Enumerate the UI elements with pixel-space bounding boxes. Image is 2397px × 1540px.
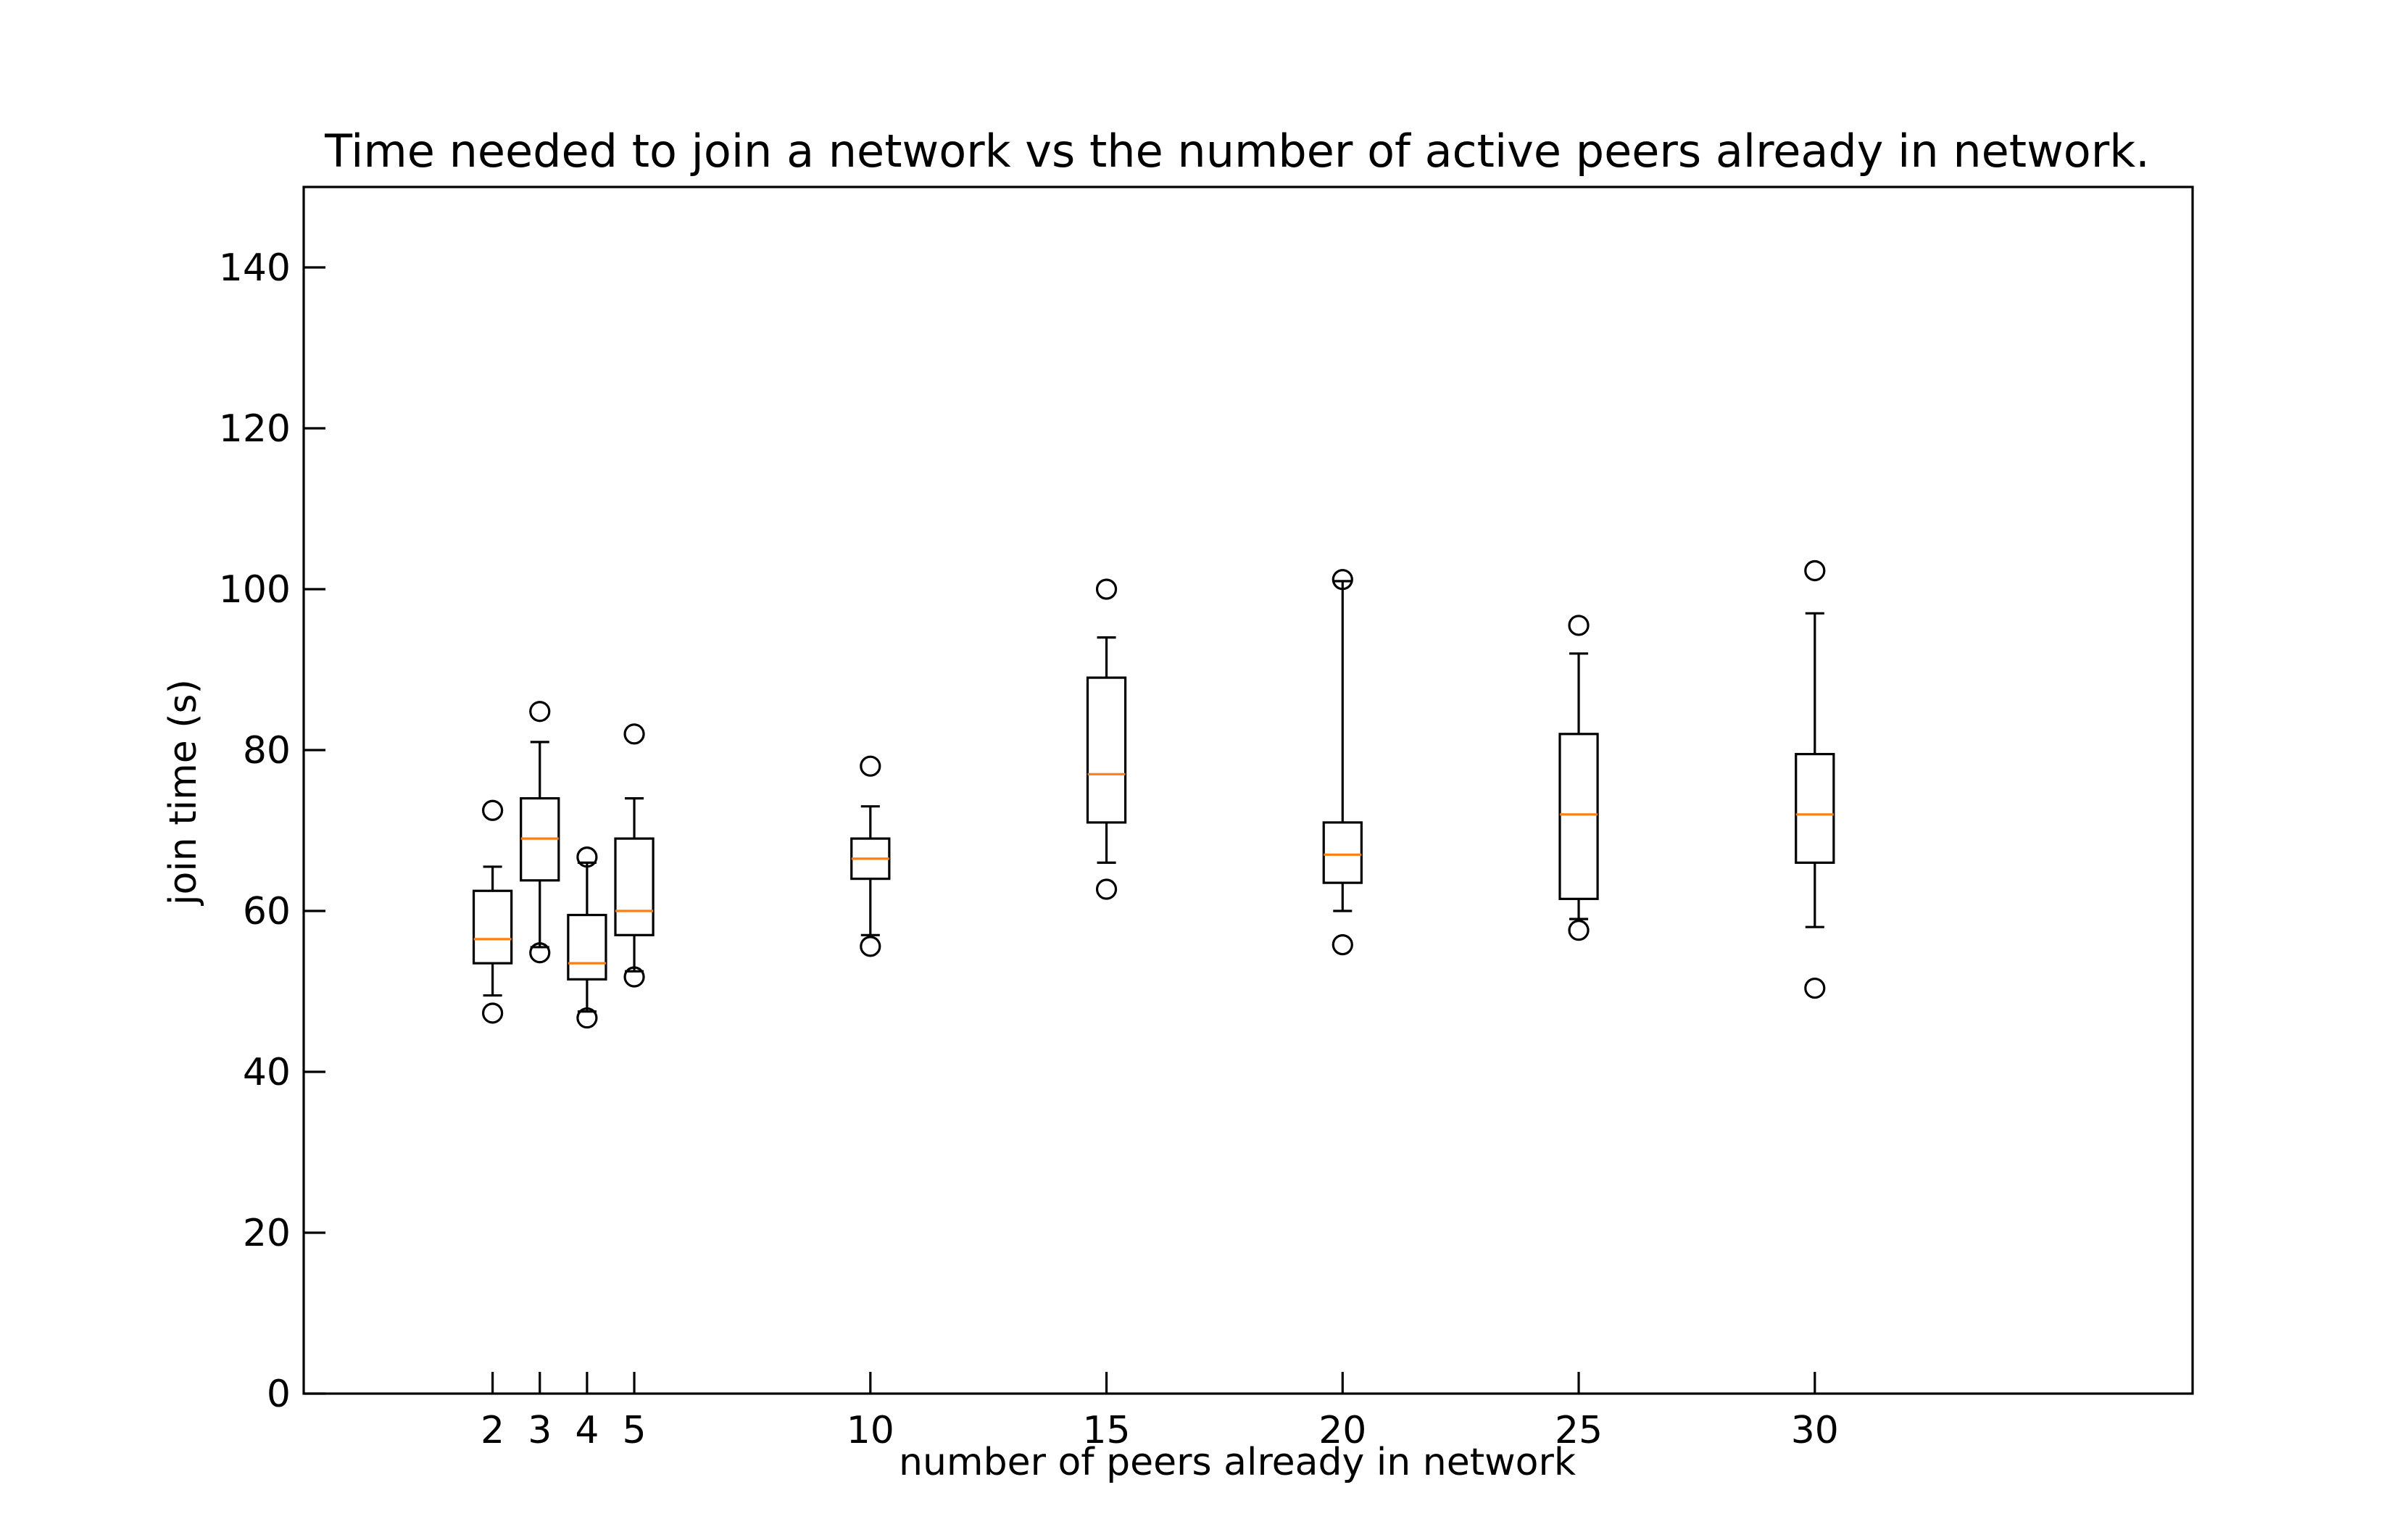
y-tick-label: 40 <box>243 1051 291 1094</box>
y-tick-label: 100 <box>219 568 291 612</box>
outlier-point <box>860 755 881 777</box>
outlier-point <box>529 701 551 723</box>
box <box>1558 733 1599 900</box>
outlier-point <box>860 936 881 957</box>
y-tick-label: 0 <box>267 1373 291 1416</box>
box <box>1322 821 1363 884</box>
outlier-point <box>481 799 504 821</box>
box <box>472 889 513 965</box>
plot-frame <box>302 186 2194 1395</box>
outlier-point <box>481 1002 504 1024</box>
x-tick-label: 20 <box>1318 1409 1366 1452</box>
outlier-point <box>1095 878 1118 900</box>
y-tick-label: 140 <box>219 246 291 290</box>
y-tick-label: 60 <box>243 890 291 933</box>
plot-area: 0 20 40 60 80 100 120 140 2 3 4 5 10 15 20 25 30 <box>219 186 2194 1452</box>
outlier-point <box>1804 559 1826 582</box>
x-tick-label: 10 <box>847 1409 894 1452</box>
box <box>567 913 607 981</box>
x-axis-label: number of peers already in network <box>899 1441 1576 1484</box>
chart-title: Time needed to join a network vs the num… <box>324 125 2150 178</box>
outlier-point <box>1332 934 1353 956</box>
x-tick-label: 2 <box>481 1409 504 1452</box>
outlier-point <box>1568 615 1590 636</box>
outlier-point <box>623 723 645 745</box>
outlier-point <box>529 942 551 964</box>
outlier-point <box>1804 977 1826 999</box>
outlier-point <box>576 1007 598 1029</box>
x-tick-label: 25 <box>1555 1409 1603 1452</box>
x-tick-label: 5 <box>623 1409 647 1452</box>
y-tick-label: 20 <box>243 1212 291 1255</box>
x-tick-label: 30 <box>1791 1409 1839 1452</box>
x-tick-label: 4 <box>575 1409 599 1452</box>
x-tick-label: 15 <box>1082 1409 1130 1452</box>
box <box>1086 676 1127 824</box>
y-tick-label: 80 <box>243 729 291 773</box>
y-axis-label: join time (s) <box>162 679 205 906</box>
outlier-point <box>623 966 645 988</box>
box <box>1795 752 1835 865</box>
outlier-point <box>1332 569 1353 591</box>
outlier-point <box>1095 578 1118 600</box>
x-tick-label: 3 <box>528 1409 552 1452</box>
outlier-point <box>1568 920 1590 941</box>
box <box>614 837 655 936</box>
outlier-point <box>576 846 598 868</box>
y-tick-label: 120 <box>219 407 291 451</box>
